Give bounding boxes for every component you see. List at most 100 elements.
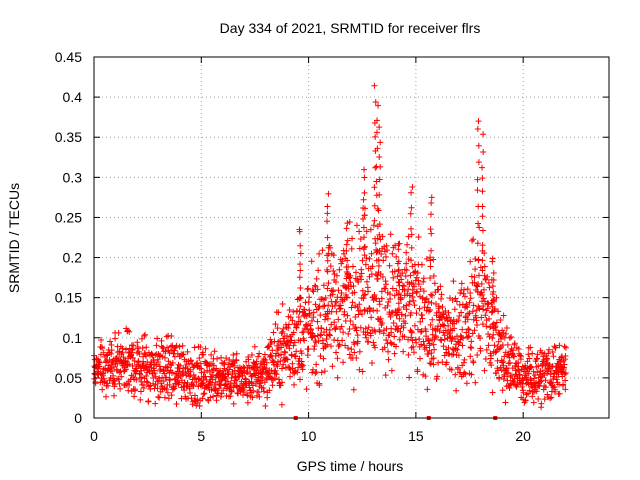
data-point (151, 367, 158, 374)
data-point (476, 272, 483, 279)
data-point (465, 327, 472, 334)
data-point (375, 262, 382, 269)
data-point (376, 124, 383, 131)
data-point (474, 187, 481, 194)
data-point (476, 224, 483, 231)
data-point (326, 331, 333, 338)
data-point (365, 338, 372, 345)
data-point (298, 363, 305, 370)
data-point (430, 272, 437, 279)
data-point (400, 324, 407, 331)
data-point (331, 319, 338, 326)
data-point (389, 309, 396, 316)
data-point (297, 303, 304, 310)
data-point (472, 255, 479, 262)
data-point (100, 372, 107, 379)
data-point (544, 355, 551, 362)
data-point (496, 374, 503, 381)
data-point (262, 356, 269, 363)
data-point (268, 339, 275, 346)
data-point (191, 392, 198, 399)
data-point (233, 350, 240, 357)
data-point (461, 286, 468, 293)
data-point (423, 255, 430, 262)
data-point (396, 336, 403, 343)
data-point (363, 278, 370, 285)
data-point (136, 351, 143, 358)
data-point (409, 263, 416, 270)
data-point (311, 333, 318, 340)
y-tick-label: 0.2 (63, 250, 83, 266)
data-point (481, 367, 488, 374)
data-point (343, 247, 350, 254)
data-point (327, 343, 334, 350)
data-point (388, 367, 395, 374)
data-point (122, 346, 129, 353)
data-point (359, 257, 366, 264)
data-point (408, 334, 415, 341)
data-point (341, 250, 348, 257)
data-point (501, 353, 508, 360)
data-point (533, 356, 540, 363)
data-point (291, 352, 298, 359)
data-point (365, 288, 372, 295)
data-point (376, 328, 383, 335)
data-point (380, 327, 387, 334)
data-point (357, 324, 364, 331)
data-point (376, 176, 383, 183)
data-point (315, 338, 322, 345)
data-point (180, 383, 187, 390)
data-point (202, 373, 209, 380)
data-point (348, 245, 355, 252)
data-point (534, 351, 541, 358)
data-point (347, 272, 354, 279)
data-point (176, 343, 183, 350)
data-point (498, 366, 505, 373)
data-point (362, 291, 369, 298)
plot-frame (93, 56, 610, 419)
data-point (428, 350, 435, 357)
data-point (429, 331, 436, 338)
data-point (455, 317, 462, 324)
data-point (347, 279, 354, 286)
data-point (197, 344, 204, 351)
data-point (503, 364, 510, 371)
data-point (316, 250, 323, 257)
data-point (266, 387, 273, 394)
y-tick-label: 0.4 (63, 89, 83, 105)
data-point (287, 314, 294, 321)
data-point (296, 294, 303, 301)
data-point (309, 286, 316, 293)
data-point (131, 393, 138, 400)
data-point (371, 344, 378, 351)
data-point (142, 331, 149, 338)
data-point (339, 337, 346, 344)
data-point (467, 344, 474, 351)
data-point (408, 309, 415, 316)
data-point (335, 343, 342, 350)
data-point (249, 382, 256, 389)
data-point (333, 324, 340, 331)
data-point (254, 364, 261, 371)
data-point (459, 326, 466, 333)
data-point (385, 356, 392, 363)
data-point (418, 261, 425, 268)
data-point (525, 370, 532, 377)
data-point (152, 351, 159, 358)
data-point (275, 376, 282, 383)
data-point (343, 275, 350, 282)
data-point (406, 374, 413, 381)
data-point (477, 264, 484, 271)
data-point (354, 332, 361, 339)
data-point (409, 184, 416, 191)
data-point (163, 386, 170, 393)
data-point (176, 368, 183, 375)
data-point (427, 226, 434, 233)
data-point (279, 328, 286, 335)
data-point (317, 312, 324, 319)
data-point (245, 362, 252, 369)
data-point (301, 306, 308, 313)
data-point (306, 294, 313, 301)
data-point (319, 247, 326, 254)
data-point (438, 291, 445, 298)
